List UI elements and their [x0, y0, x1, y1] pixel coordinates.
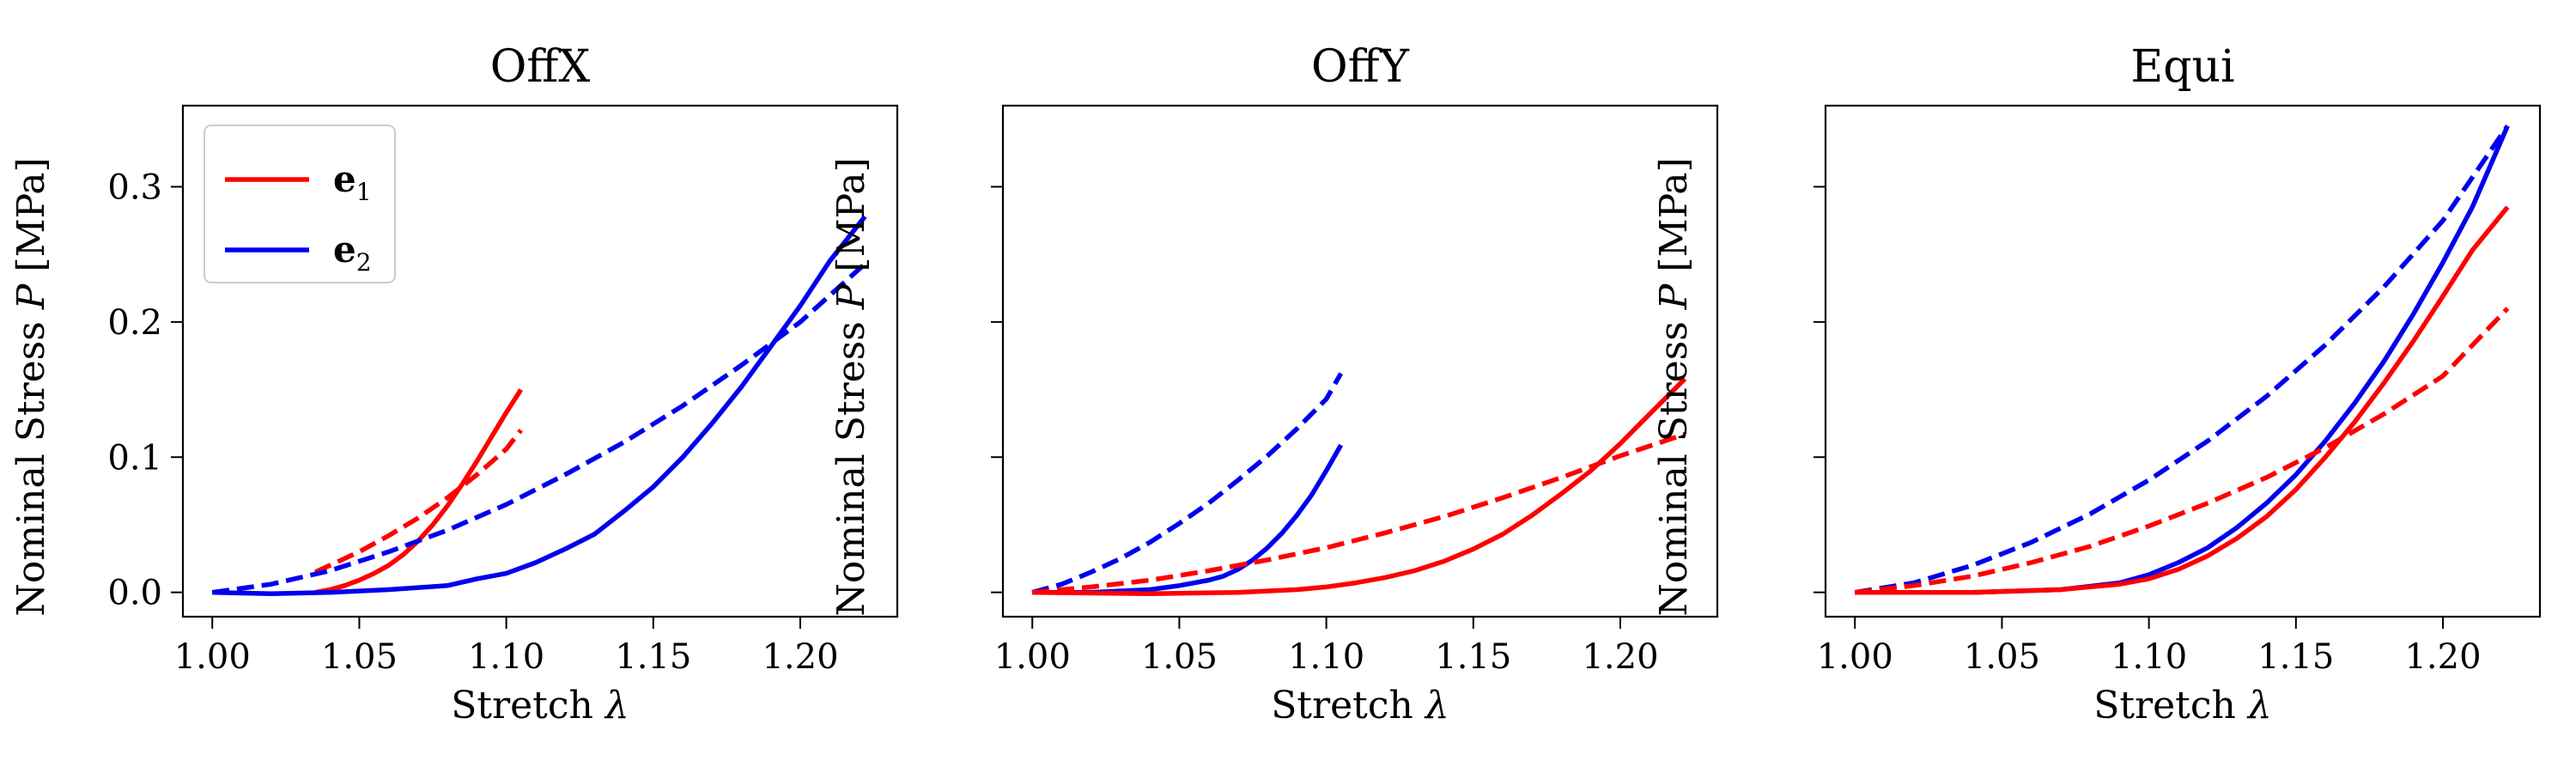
y-axis-label: Nominal Stress P [MPa]: [9, 157, 53, 616]
x-tick-label: 1.15: [615, 637, 691, 677]
x-tick-label: 1.15: [2257, 637, 2334, 677]
panel-title: Equi: [2130, 41, 2234, 93]
x-axis-label: Stretch λ: [1271, 684, 1449, 727]
x-tick-label: 1.20: [2404, 637, 2481, 677]
x-tick-label: 1.05: [1964, 637, 2040, 677]
x-tick-label: 1.10: [2111, 637, 2187, 677]
y-tick-label: 0.0: [107, 574, 162, 613]
y-axis-label: Nominal Stress P [MPa]: [1652, 157, 1696, 616]
axes-frame: [1001, 104, 1719, 618]
series-line: [1854, 307, 2510, 595]
chart-panel: 1.00 1.05 1.10 1.15 1.20 0.0 0.1 0.2 0.3 OffX Stre…: [9, 41, 899, 727]
axes-frame: [181, 104, 899, 618]
y-tick-label: 0.1: [107, 438, 162, 478]
legend-label: e2: [333, 228, 372, 277]
series-line: [212, 215, 867, 596]
series-line: [211, 262, 867, 595]
series-line: [1855, 125, 2510, 595]
x-axis-label: Stretch λ: [451, 684, 629, 727]
series-line: [1032, 443, 1344, 595]
chart-panel: 1.00 1.05 1.10 1.15 1.20 Equi Stretch λ Nominal…: [1652, 41, 2542, 727]
series-line: [1854, 125, 2510, 595]
y-tick-label: 0.2: [107, 303, 162, 343]
axes-frame: [1824, 104, 2542, 618]
x-tick-label: 1.00: [174, 637, 251, 677]
x-tick-label: 1.10: [468, 637, 544, 677]
x-tick-label: 1.20: [1582, 637, 1658, 677]
x-tick-label: 1.20: [762, 637, 838, 677]
panel-title: OffX: [490, 41, 591, 93]
y-tick-label: 0.3: [107, 167, 162, 207]
x-tick-label: 1.05: [1141, 637, 1218, 677]
x-tick-label: 1.00: [994, 637, 1071, 677]
series-line: [1031, 372, 1344, 595]
panel-title: OffY: [1311, 41, 1410, 93]
series-line: [1031, 431, 1686, 595]
series-line: [1855, 205, 2510, 595]
legend-label: e1: [333, 158, 372, 206]
x-axis-label: Stretch λ: [2093, 684, 2271, 727]
x-tick-label: 1.15: [1435, 637, 1511, 677]
x-tick-label: 1.05: [321, 637, 398, 677]
series-line: [313, 429, 523, 575]
y-axis-label: Nominal Stress P [MPa]: [829, 157, 873, 616]
x-tick-label: 1.00: [1817, 637, 1893, 677]
series-line: [1032, 377, 1687, 596]
series-line: [314, 388, 524, 595]
chart-panel: 1.00 1.05 1.10 1.15 1.20 OffY Stretch λ Nominal…: [829, 41, 1719, 727]
x-tick-label: 1.10: [1288, 637, 1364, 677]
